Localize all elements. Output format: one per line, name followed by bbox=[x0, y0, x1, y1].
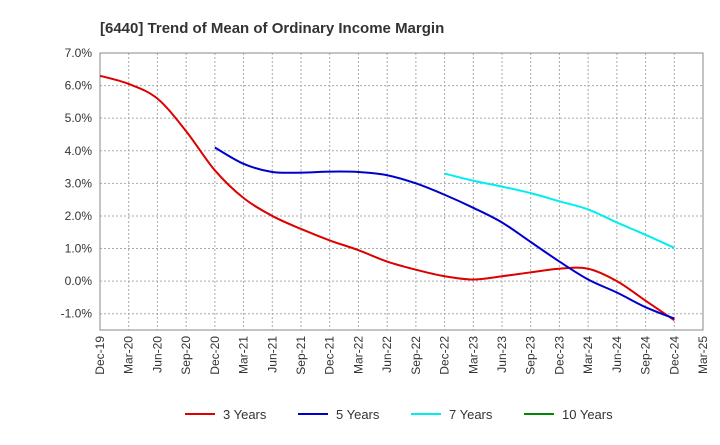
x-tick-label: Sep-21 bbox=[294, 336, 308, 375]
y-tick-label: 1.0% bbox=[65, 242, 93, 256]
x-tick-label: Mar-21 bbox=[237, 336, 251, 374]
chart-title: [6440] Trend of Mean of Ordinary Income … bbox=[100, 20, 444, 37]
x-tick-label: Sep-23 bbox=[524, 336, 538, 375]
series-lines bbox=[99, 74, 675, 322]
y-tick-label: 2.0% bbox=[65, 209, 93, 223]
x-tick-label: Dec-22 bbox=[438, 336, 452, 375]
legend-label-10-years: 10 Years bbox=[562, 407, 613, 422]
y-tick-label: 0.0% bbox=[65, 274, 93, 288]
x-tick-label: Dec-24 bbox=[667, 336, 681, 375]
x-tick-label: Jun-23 bbox=[495, 336, 509, 373]
x-tick-label: Jun-22 bbox=[380, 336, 394, 373]
x-tick-label: Mar-22 bbox=[351, 336, 365, 374]
legend: 3 Years 5 Years 7 Years 10 Years bbox=[185, 407, 613, 422]
series-line-3-years bbox=[99, 74, 675, 322]
legend-label-3-years: 3 Years bbox=[223, 407, 267, 422]
x-tick-label: Sep-20 bbox=[179, 336, 193, 375]
series-line-7-years bbox=[444, 172, 675, 249]
grid bbox=[99, 52, 704, 330]
x-tick-label: Dec-23 bbox=[552, 336, 566, 375]
legend-label-5-years: 5 Years bbox=[336, 407, 380, 422]
y-tick-label: 4.0% bbox=[65, 144, 93, 158]
axes: 7.0% 6.0% 5.0% 4.0% 3.0% 2.0% 1.0% 0.0% -1.0% Dec… bbox=[61, 46, 710, 375]
x-tick-label: Jun-21 bbox=[265, 336, 279, 373]
x-tick-label: Mar-23 bbox=[466, 336, 480, 374]
x-tick-label: Jun-24 bbox=[610, 336, 624, 373]
legend-label-7-years: 7 Years bbox=[449, 407, 493, 422]
x-tick-label: Mar-20 bbox=[122, 336, 136, 374]
x-tick-label: Jun-20 bbox=[150, 336, 164, 373]
x-tick-label: Sep-24 bbox=[639, 336, 653, 375]
x-tick-label: Sep-22 bbox=[409, 336, 423, 375]
x-tick-label: Mar-24 bbox=[581, 336, 595, 374]
y-tick-label: 5.0% bbox=[65, 111, 93, 125]
y-tick-label: 7.0% bbox=[65, 46, 93, 60]
series-line-5-years bbox=[214, 146, 675, 320]
plot-frame bbox=[99, 52, 704, 331]
y-tick-label: -1.0% bbox=[61, 307, 93, 321]
y-tick-label: 3.0% bbox=[65, 176, 93, 190]
x-tick-label: Dec-19 bbox=[93, 336, 107, 375]
x-tick-label: Dec-21 bbox=[323, 336, 337, 375]
x-tick-label: Dec-20 bbox=[208, 336, 222, 375]
x-tick-label: Mar-25 bbox=[696, 336, 710, 374]
y-tick-label: 6.0% bbox=[65, 79, 93, 93]
